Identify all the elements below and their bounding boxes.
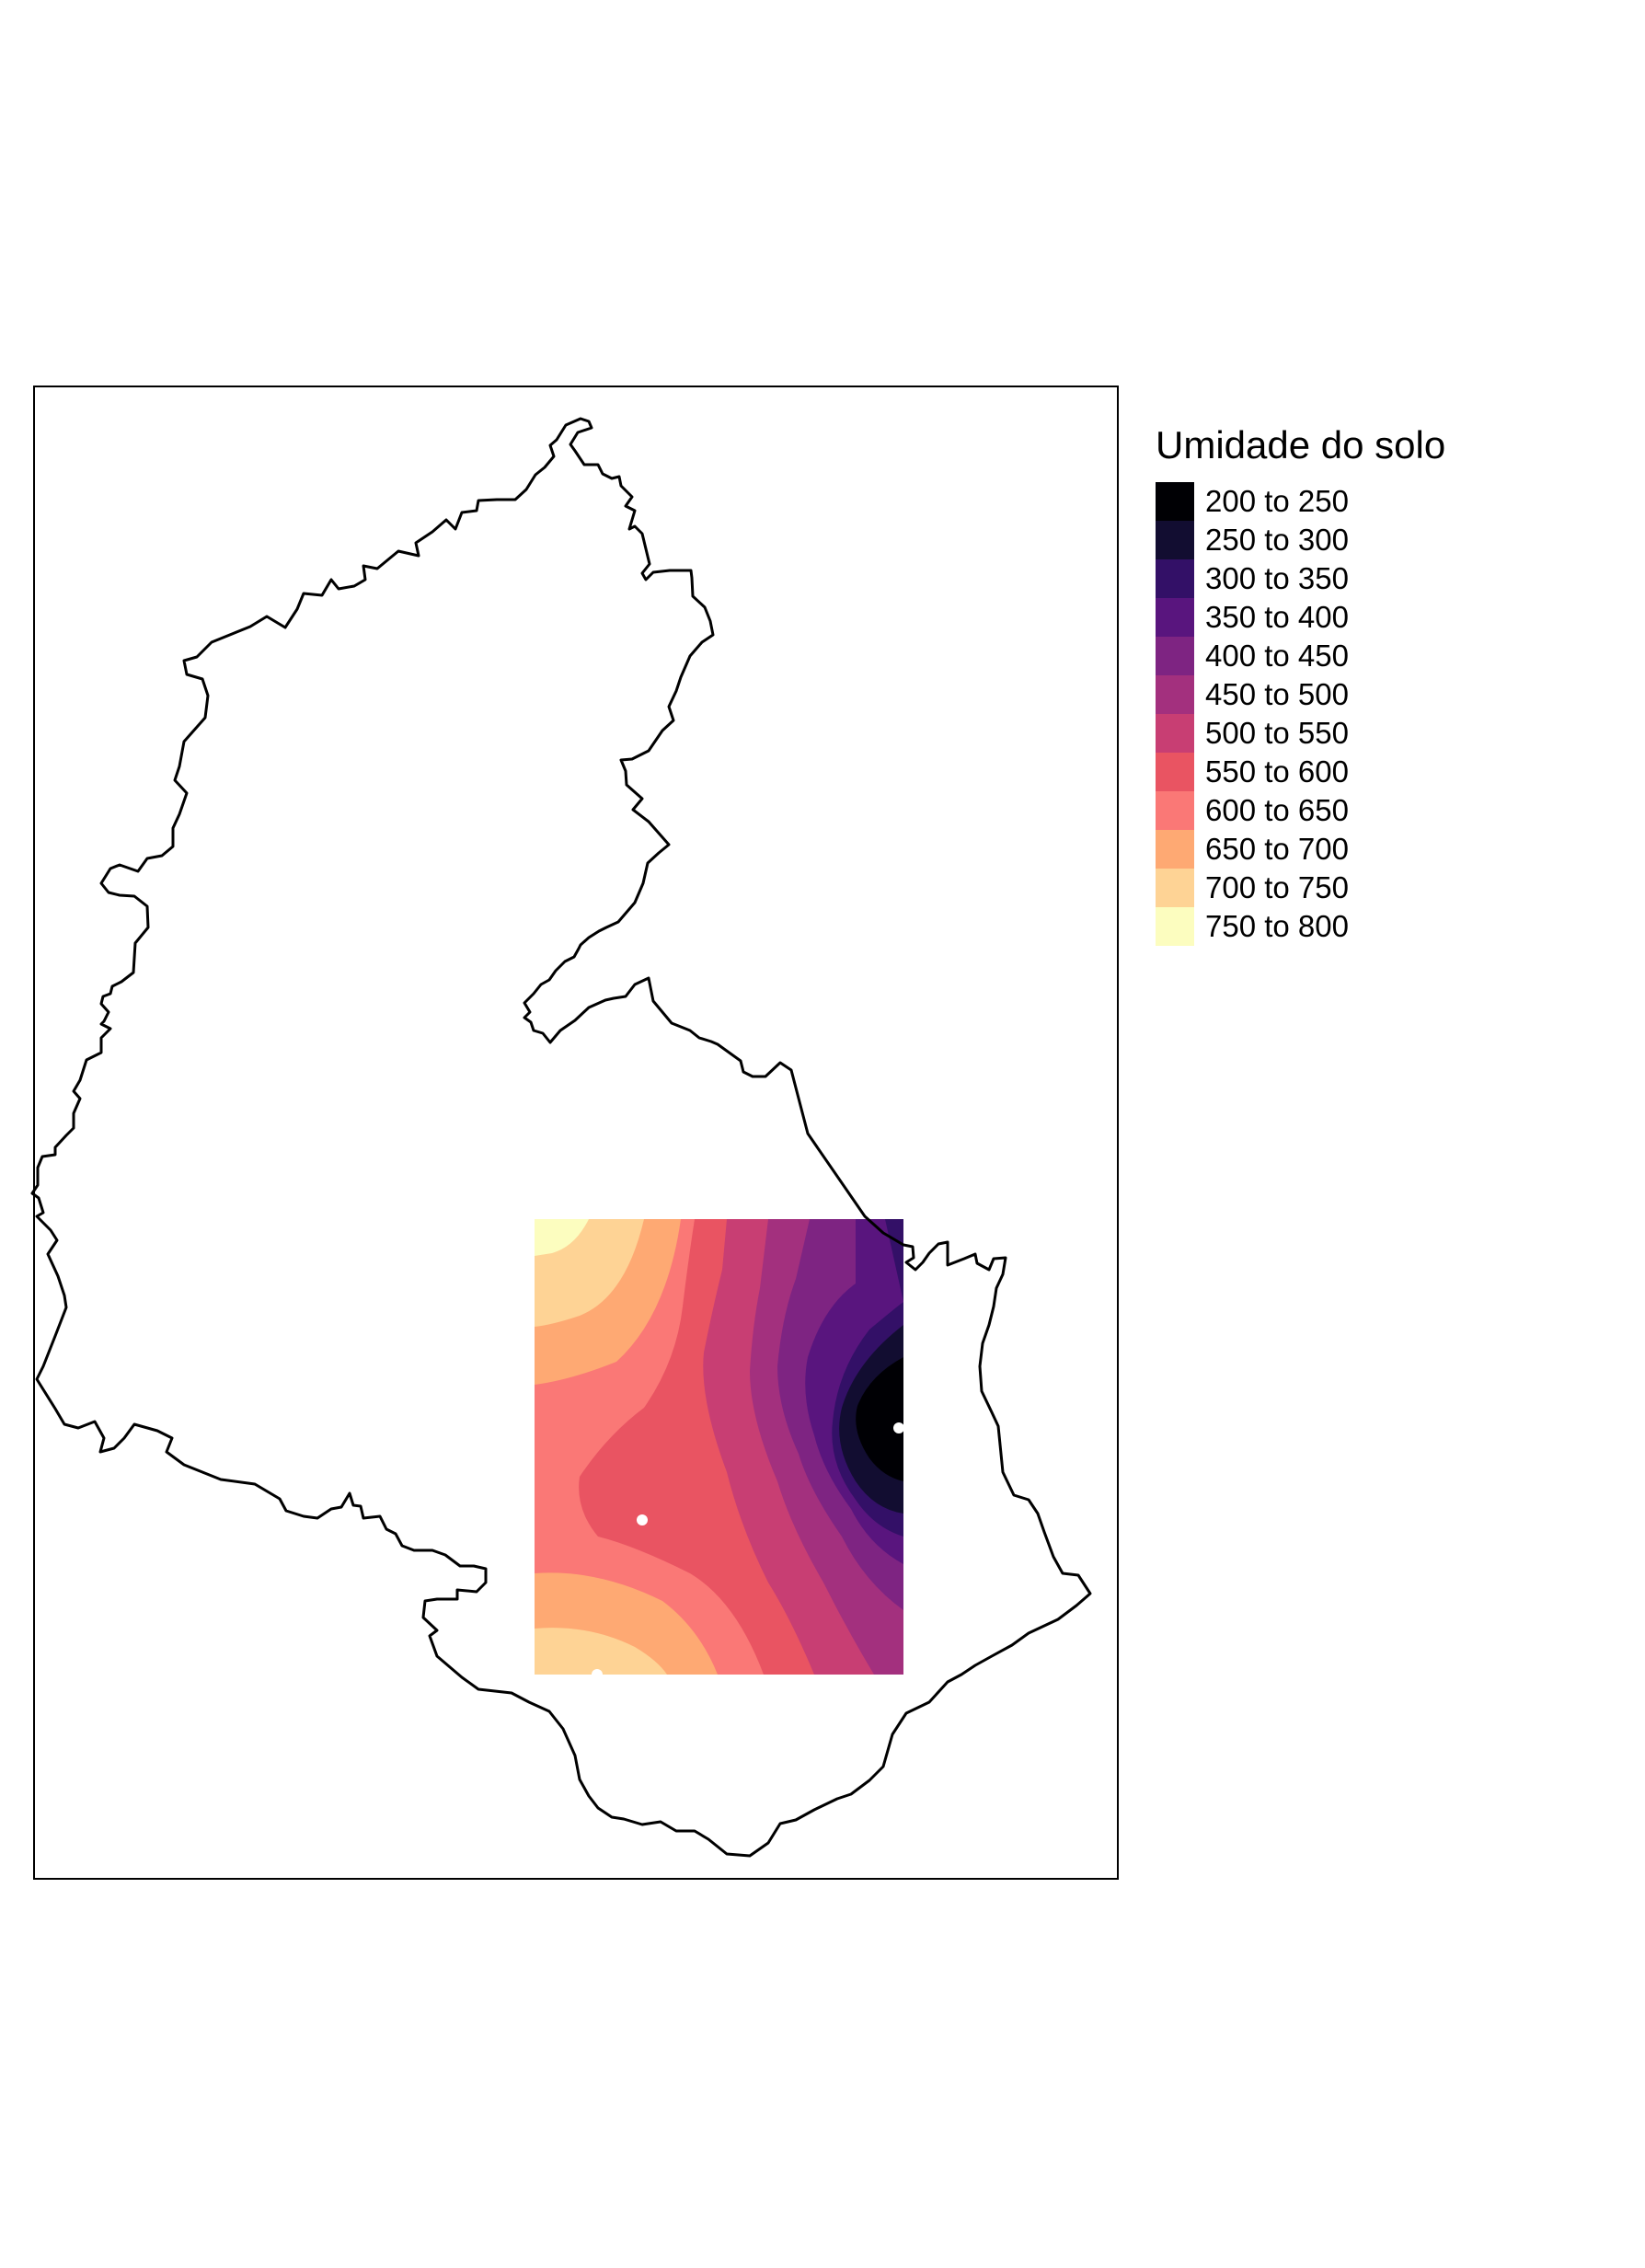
legend-label: 300 to 350 bbox=[1205, 561, 1349, 595]
legend-swatch bbox=[1156, 830, 1194, 869]
legend-item: 400 to 450 bbox=[1156, 637, 1445, 675]
legend-item: 250 to 300 bbox=[1156, 521, 1445, 559]
legend-label: 550 to 600 bbox=[1205, 754, 1349, 789]
legend-item: 700 to 750 bbox=[1156, 869, 1445, 907]
legend-label: 200 to 250 bbox=[1205, 484, 1349, 518]
legend-item: 550 to 600 bbox=[1156, 753, 1445, 791]
legend-title: Umidade do solo bbox=[1156, 423, 1446, 466]
legend-swatch bbox=[1156, 869, 1194, 907]
sample-point bbox=[592, 1669, 603, 1680]
legend-swatch bbox=[1156, 907, 1194, 946]
legend-swatch bbox=[1156, 559, 1194, 598]
legend-label: 750 to 800 bbox=[1205, 909, 1349, 943]
legend-swatch bbox=[1156, 598, 1194, 637]
zone-700-750-south bbox=[535, 1628, 667, 1675]
legend-label: 500 to 550 bbox=[1205, 716, 1349, 750]
sample-point bbox=[893, 1422, 904, 1433]
legend-items: 200 to 250 250 to 300 300 to 350 350 to 400… bbox=[1156, 482, 1445, 946]
legend-label: 650 to 700 bbox=[1205, 832, 1349, 866]
legend-label: 250 to 300 bbox=[1205, 523, 1349, 557]
legend-swatch bbox=[1156, 791, 1194, 830]
legend-item: 600 to 650 bbox=[1156, 791, 1445, 830]
legend-item: 300 to 350 bbox=[1156, 559, 1445, 598]
legend-label: 450 to 500 bbox=[1205, 677, 1349, 711]
legend-label: 400 to 450 bbox=[1205, 639, 1349, 673]
sample-points bbox=[592, 1422, 904, 1680]
legend-label: 700 to 750 bbox=[1205, 870, 1349, 904]
basin-outline bbox=[30, 417, 1092, 1858]
zone-750-800 bbox=[535, 1219, 589, 1256]
legend-swatch bbox=[1156, 521, 1194, 559]
sample-point bbox=[637, 1514, 648, 1525]
legend-swatch bbox=[1156, 753, 1194, 791]
legend-item: 450 to 500 bbox=[1156, 675, 1445, 714]
legend-swatch bbox=[1156, 482, 1194, 521]
legend-item: 750 to 800 bbox=[1156, 907, 1445, 946]
legend-item: 650 to 700 bbox=[1156, 830, 1445, 869]
legend-label: 600 to 650 bbox=[1205, 793, 1349, 827]
legend-item: 500 to 550 bbox=[1156, 714, 1445, 753]
legend-item: 200 to 250 bbox=[1156, 482, 1445, 521]
legend-swatch bbox=[1156, 714, 1194, 753]
legend-swatch bbox=[1156, 637, 1194, 675]
legend-item: 350 to 400 bbox=[1156, 598, 1445, 637]
map-frame bbox=[33, 386, 1119, 1880]
legend-label: 350 to 400 bbox=[1205, 600, 1349, 634]
legend: Umidade do solo 200 to 250 250 to 300 300 … bbox=[1156, 423, 1445, 946]
zone-200-250 bbox=[856, 1357, 903, 1481]
legend-swatch bbox=[1156, 675, 1194, 714]
moisture-raster bbox=[535, 1219, 903, 1675]
